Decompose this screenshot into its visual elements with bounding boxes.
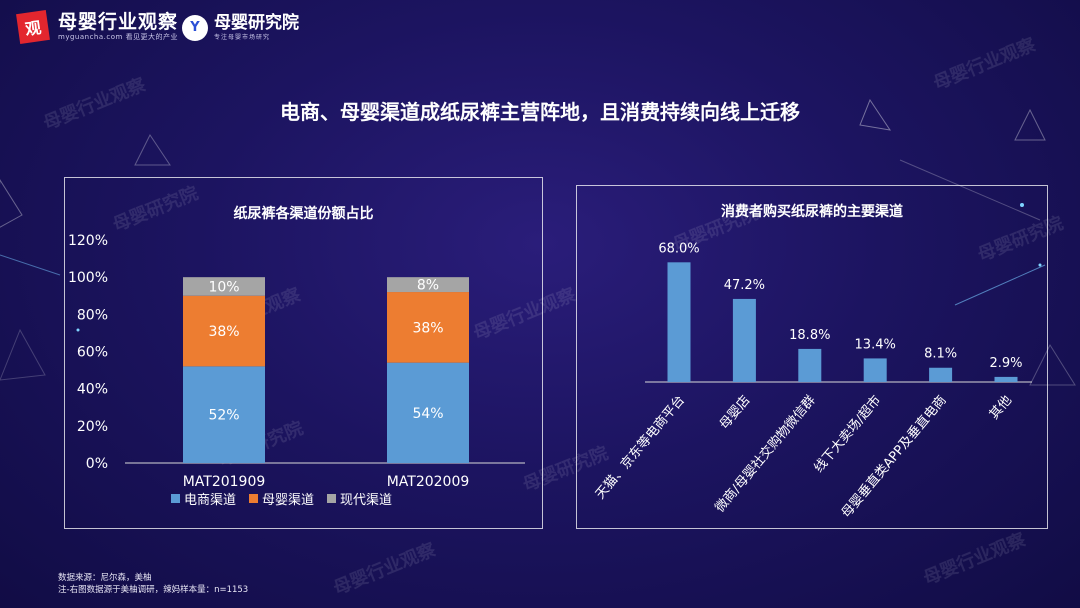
brand-logo: 观 — [16, 10, 50, 44]
y-tick-label: 100% — [68, 270, 108, 286]
legend-swatch — [171, 494, 180, 503]
y-tick-label: 20% — [77, 419, 108, 435]
y-tick-label: 120% — [68, 233, 108, 249]
footnote-note: 注-右图数据源于美柚调研，辣妈样本量：n=1153 — [58, 585, 249, 595]
footnote-source: 数据来源：尼尔森，美柚 — [58, 573, 152, 583]
y-tick-label: 0% — [86, 456, 108, 472]
brand2-tagline: 专注母婴市场研究 — [214, 34, 271, 41]
page-title: 电商、母婴渠道成纸尿裤主营阵地，且消费持续向线上迁移 — [280, 100, 800, 124]
brand2-name: 母婴研究院 — [214, 13, 299, 33]
bar — [667, 262, 691, 382]
stacked-bar-chart: 0% 20% 40% 60% 80% 100% 120% 52% 38% 10% MAT201909… — [68, 233, 525, 508]
left-chart-panel: 纸尿裤各渠道份额占比 0% 20% 40% 60% 80% 100% 120% 52% 38% 1… — [64, 177, 543, 529]
legend-swatch — [249, 494, 258, 503]
data-label: 10% — [208, 279, 239, 295]
bar-chart: 68.0%天猫、京东等电商平台47.2%母婴店18.8%微商/母婴社交购物微信群… — [592, 241, 1032, 521]
y-tick-label: 60% — [77, 345, 108, 361]
x-tick-label: 天猫、京东等电商平台 — [592, 392, 688, 502]
bar — [863, 358, 887, 382]
bar — [798, 348, 822, 382]
right-chart-title: 消费者购买纸尿裤的主要渠道 — [721, 204, 903, 220]
legend-swatch — [327, 494, 336, 503]
brand-name: 母婴行业观察 — [58, 11, 179, 33]
bar-segment — [183, 295, 265, 367]
bar — [732, 298, 756, 382]
bar-segment — [183, 277, 265, 296]
brand2-header: Y 母婴研究院 专注母婴市场研究 — [182, 14, 299, 41]
right-chart-panel: 消费者购买纸尿裤的主要渠道 68.0% 天猫、京东等电商平台 47.2% 母婴店 18.… — [576, 185, 1048, 529]
data-label: 18.8% — [789, 328, 830, 343]
y-tick-label: 80% — [77, 307, 108, 323]
x-tick-label: 其他 — [987, 393, 1015, 423]
x-tick-label: 母婴店 — [717, 393, 754, 433]
data-label: 68.0% — [658, 241, 699, 256]
bar-segment — [387, 292, 469, 363]
legend-label: 现代渠道 — [340, 493, 392, 508]
x-tick-label: MAT201909 — [183, 474, 266, 490]
x-tick-label: 线下大卖场/超市 — [811, 392, 885, 475]
data-label: 47.2% — [724, 278, 765, 293]
data-label: 52% — [208, 408, 239, 424]
data-label: 54% — [412, 406, 443, 422]
brand-tagline: myguancha.com 看见更大的产业 — [58, 33, 179, 41]
bar-segment — [387, 362, 469, 463]
bar — [994, 376, 1018, 382]
legend-label: 电商渠道 — [184, 493, 236, 508]
data-label: 38% — [412, 320, 443, 336]
bar-segment — [387, 277, 469, 293]
x-tick-label: MAT202009 — [387, 474, 470, 490]
left-chart-title: 纸尿裤各渠道份额占比 — [233, 206, 374, 222]
brand2-logo: Y — [182, 14, 208, 41]
data-label: 8% — [417, 278, 439, 294]
data-label: 8.1% — [924, 347, 957, 362]
legend-label: 母婴渠道 — [262, 493, 314, 508]
y-tick-label: 40% — [77, 382, 108, 398]
data-label: 38% — [208, 324, 239, 340]
bar — [929, 367, 953, 382]
data-label: 13.4% — [855, 337, 896, 352]
data-label: 2.9% — [989, 356, 1022, 371]
bar-segment — [183, 366, 265, 463]
brand-header: 观 母婴行业观察 myguancha.com 看见更大的产业 — [16, 10, 179, 44]
